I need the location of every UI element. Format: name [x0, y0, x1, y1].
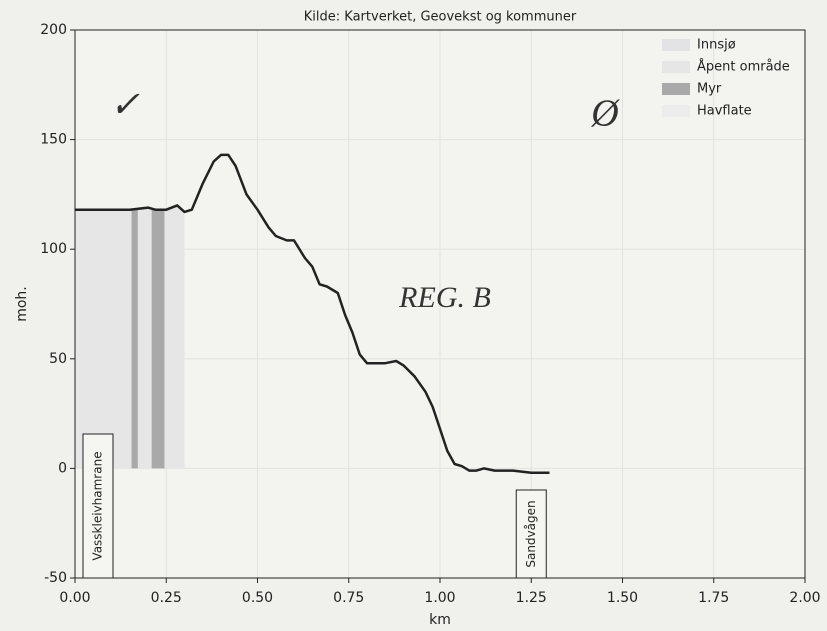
place-label: Sandvågen	[524, 500, 538, 567]
x-tick-label: 0.00	[59, 590, 90, 606]
x-tick-label: 0.25	[151, 590, 182, 606]
x-tick-label: 1.50	[607, 590, 638, 606]
y-tick-label: 0	[58, 460, 67, 476]
x-axis-label: km	[429, 612, 451, 628]
y-tick-label: 150	[40, 132, 67, 148]
area-span	[151, 208, 165, 469]
handwritten-annotation: Ø	[590, 93, 620, 135]
place-label-box	[515, 489, 547, 579]
legend-label: Innsjø	[697, 38, 736, 53]
legend-swatch	[662, 61, 690, 73]
x-tick-label: 1.75	[698, 590, 729, 606]
y-tick-label: 100	[40, 241, 67, 257]
handwritten-annotation: ✓	[110, 84, 140, 124]
x-tick-label: 0.50	[242, 590, 273, 606]
x-tick-label: 1.00	[424, 590, 455, 606]
x-tick-label: 2.00	[789, 590, 820, 606]
x-tick-label: 1.25	[516, 590, 547, 606]
legend-label: Havflate	[697, 104, 752, 119]
x-tick-label: 0.75	[333, 590, 364, 606]
area-span	[131, 208, 138, 469]
legend-swatch	[662, 39, 690, 51]
y-tick-label: -50	[44, 570, 67, 586]
legend-label: Myr	[697, 82, 722, 97]
y-axis-label: moh.	[14, 286, 30, 322]
area-span	[75, 205, 185, 469]
y-tick-label: 50	[49, 351, 67, 367]
legend-swatch	[662, 105, 690, 117]
place-label: Vasskleivhamrane	[90, 451, 104, 560]
handwritten-annotation: REG. B	[398, 281, 491, 314]
plot-frame	[74, 29, 806, 579]
y-tick-label: 200	[40, 22, 67, 38]
elevation-line	[75, 153, 550, 475]
legend-label: Åpent område	[697, 59, 790, 75]
chart-title: Kilde: Kartverket, Geovekst og kommuner	[304, 10, 577, 25]
place-label-box	[82, 433, 114, 579]
legend-swatch	[662, 83, 690, 95]
